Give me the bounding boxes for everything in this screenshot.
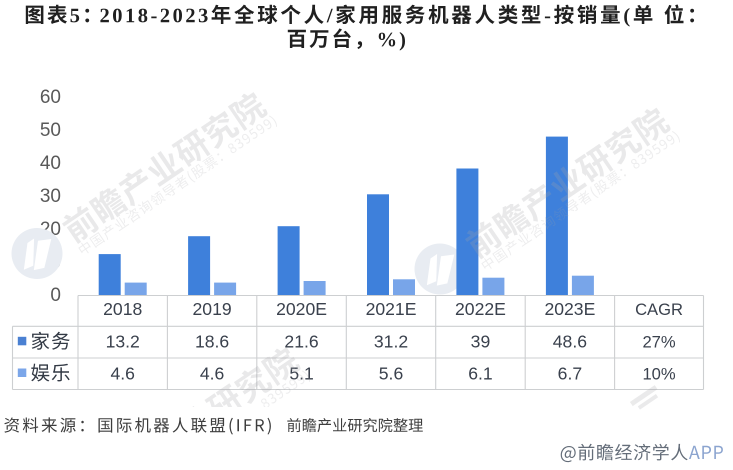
svg-text:39: 39: [471, 332, 491, 352]
svg-text:27%: 27%: [642, 333, 675, 352]
svg-text:21.6: 21.6: [284, 332, 318, 352]
svg-text:40: 40: [40, 153, 61, 174]
svg-text:6.1: 6.1: [468, 363, 492, 383]
svg-text:0: 0: [50, 285, 61, 306]
svg-text:5.6: 5.6: [379, 363, 404, 383]
svg-text:30: 30: [40, 186, 61, 207]
svg-text:48.6: 48.6: [553, 332, 587, 352]
svg-text:60: 60: [40, 87, 61, 108]
svg-text:2021E: 2021E: [366, 299, 417, 319]
svg-text:50: 50: [40, 120, 61, 141]
svg-text:2018: 2018: [103, 299, 142, 319]
svg-text:4.6: 4.6: [200, 363, 225, 383]
svg-text:5.1: 5.1: [289, 363, 313, 383]
svg-text:31.2: 31.2: [374, 332, 408, 352]
svg-text:2020E: 2020E: [276, 299, 327, 319]
svg-text:2023E: 2023E: [544, 299, 595, 319]
svg-text:6.7: 6.7: [558, 363, 582, 383]
svg-text:13.2: 13.2: [106, 332, 140, 352]
svg-text:2022E: 2022E: [455, 299, 506, 319]
svg-text:18.6: 18.6: [195, 332, 229, 352]
svg-text:10%: 10%: [642, 364, 675, 383]
svg-text:2019: 2019: [193, 299, 232, 319]
svg-text:CAGR: CAGR: [635, 300, 683, 319]
svg-text:4.6: 4.6: [110, 363, 135, 383]
